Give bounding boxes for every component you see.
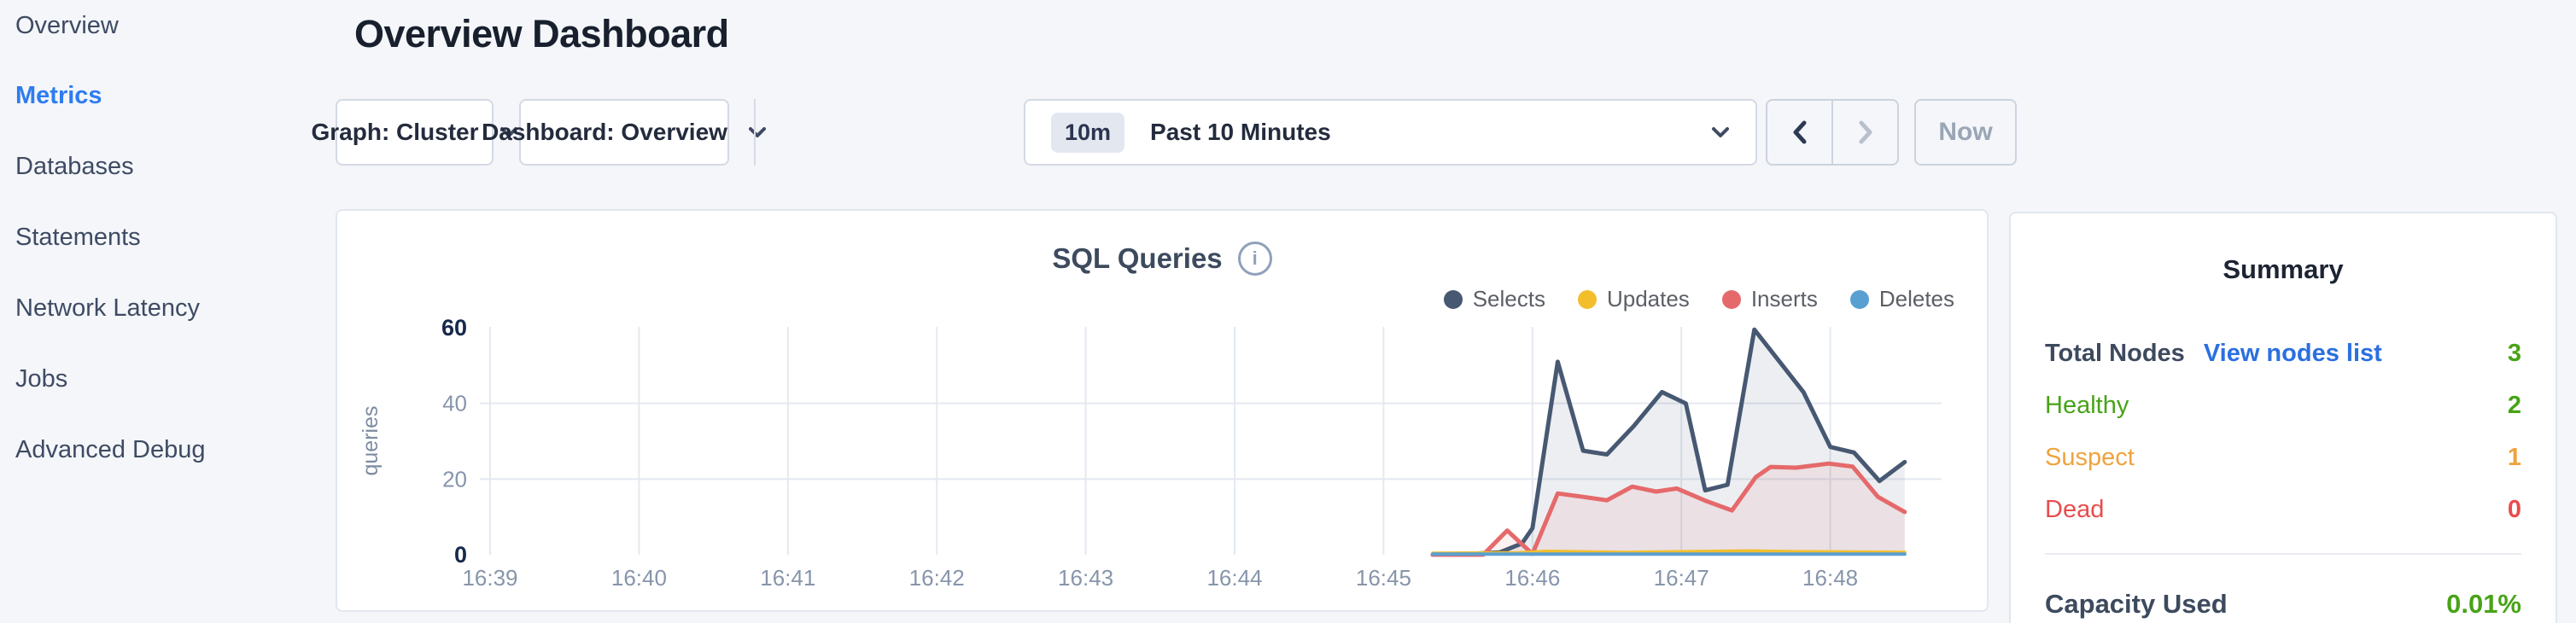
x-axis-tick-label: 16:48 <box>1802 565 1858 591</box>
suspect-value: 1 <box>2507 444 2521 471</box>
graph-dropdown-label: Graph: Cluster <box>311 119 479 145</box>
healthy-value: 2 <box>2507 392 2521 419</box>
legend-item-inserts[interactable]: Inserts <box>1721 286 1818 312</box>
legend-label: Selects <box>1472 286 1545 312</box>
sql-queries-chart-card: SQL Queries i Selects Updates Inserts Delet… <box>336 209 1989 612</box>
x-axis-tick-label: 16:43 <box>1058 565 1113 591</box>
capacity-used-label: Capacity Used <box>2045 589 2228 619</box>
summary-row-healthy: Healthy 2 <box>2045 392 2521 420</box>
x-axis-tick-label: 16:47 <box>1654 565 1709 591</box>
y-axis-tick-label: 60 <box>441 315 467 341</box>
x-axis-tick-label: 16:46 <box>1504 565 1560 591</box>
chevron-down-icon <box>748 127 766 137</box>
graph-dropdown[interactable]: Graph: Cluster <box>311 99 517 166</box>
sidebar-item-metrics[interactable]: Metrics <box>15 82 102 109</box>
dashboard-dropdown-label: Dashboard: Overview <box>482 119 727 145</box>
summary-row-suspect: Suspect 1 <box>2045 444 2521 472</box>
updates-line <box>1431 549 1907 556</box>
x-axis-tick-label: 16:41 <box>760 565 815 591</box>
capacity-row: Capacity Used 0.01% <box>2045 589 2521 620</box>
legend-item-selects[interactable]: Selects <box>1443 286 1545 312</box>
legend-dot-icon <box>1577 289 1597 309</box>
sidebar: Overview Metrics Databases Statements Ne… <box>0 0 333 623</box>
dead-value: 0 <box>2507 496 2521 523</box>
view-nodes-list-link[interactable]: View nodes list <box>2203 340 2382 367</box>
sidebar-item-network-latency[interactable]: Network Latency <box>15 294 200 322</box>
selects-area <box>1433 329 1905 555</box>
suspect-label: Suspect <box>2045 444 2135 471</box>
legend-item-updates[interactable]: Updates <box>1577 286 1690 312</box>
chart-title: SQL Queries <box>1052 242 1223 274</box>
chevron-right-icon <box>1859 120 1872 144</box>
legend-dot-icon <box>1721 289 1741 309</box>
total-nodes-value: 3 <box>2507 340 2521 367</box>
sidebar-item-statements[interactable]: Statements <box>15 224 141 251</box>
y-axis-tick-label: 40 <box>442 391 467 416</box>
x-axis-tick-label: 16:39 <box>462 565 517 591</box>
sidebar-item-overview[interactable]: Overview <box>15 12 119 39</box>
time-range-badge: 10m <box>1051 112 1125 153</box>
summary-panel: Summary Total Nodes View nodes list 3 He… <box>2009 212 2557 623</box>
y-axis-tick-label: 0 <box>454 542 467 568</box>
dashboard-dropdown[interactable]: Dashboard: Overview <box>482 99 766 166</box>
legend-dot-icon <box>1443 289 1463 309</box>
summary-row-dead: Dead 0 <box>2045 496 2521 524</box>
summary-row-total-nodes: Total Nodes View nodes list 3 <box>2045 340 2521 368</box>
next-time-button[interactable] <box>1831 101 1897 164</box>
legend-label: Inserts <box>1750 286 1818 312</box>
sidebar-item-jobs[interactable]: Jobs <box>15 365 68 393</box>
chevron-left-icon <box>1793 120 1806 144</box>
legend-item-deletes[interactable]: Deletes <box>1849 286 1954 312</box>
legend-label: Deletes <box>1878 286 1954 312</box>
total-nodes-label: Total Nodes <box>2045 340 2185 367</box>
legend-label: Updates <box>1606 286 1690 312</box>
time-step-buttons <box>1766 99 1899 166</box>
x-axis-tick-label: 16:44 <box>1206 565 1262 591</box>
capacity-used-value: 0.01% <box>2446 589 2521 619</box>
dead-label: Dead <box>2045 496 2105 523</box>
y-axis-label: queries <box>359 406 383 476</box>
time-range-label: Past 10 Minutes <box>1150 119 1331 145</box>
inserts-area <box>1433 463 1905 555</box>
chart-legend: Selects Updates Inserts Deletes <box>1443 286 1954 312</box>
prev-time-button[interactable] <box>1767 101 1831 164</box>
chevron-down-icon <box>1712 127 1729 137</box>
time-range-selector[interactable]: 10m Past 10 Minutes <box>1024 99 1757 166</box>
x-axis-tick-label: 16:40 <box>611 565 667 591</box>
sql-queries-chart: 16:39 16:40 16:41 16:42 16:43 16:44 16:45 16:46… <box>359 315 1942 591</box>
summary-title: Summary <box>2223 254 2344 284</box>
page-title: Overview Dashboard <box>354 12 729 55</box>
sidebar-item-advanced-debug[interactable]: Advanced Debug <box>15 436 206 463</box>
y-axis-tick-label: 20 <box>442 466 467 492</box>
info-icon[interactable]: i <box>1237 242 1272 276</box>
sidebar-item-databases[interactable]: Databases <box>15 153 134 180</box>
now-button[interactable]: Now <box>1914 99 2017 166</box>
x-axis-tick-label: 16:45 <box>1356 565 1411 591</box>
chevron-down-icon <box>499 127 517 137</box>
healthy-label: Healthy <box>2045 392 2129 419</box>
controls-divider <box>754 99 756 166</box>
legend-dot-icon <box>1849 289 1869 309</box>
summary-divider <box>2045 553 2521 555</box>
x-axis-tick-label: 16:42 <box>909 565 965 591</box>
